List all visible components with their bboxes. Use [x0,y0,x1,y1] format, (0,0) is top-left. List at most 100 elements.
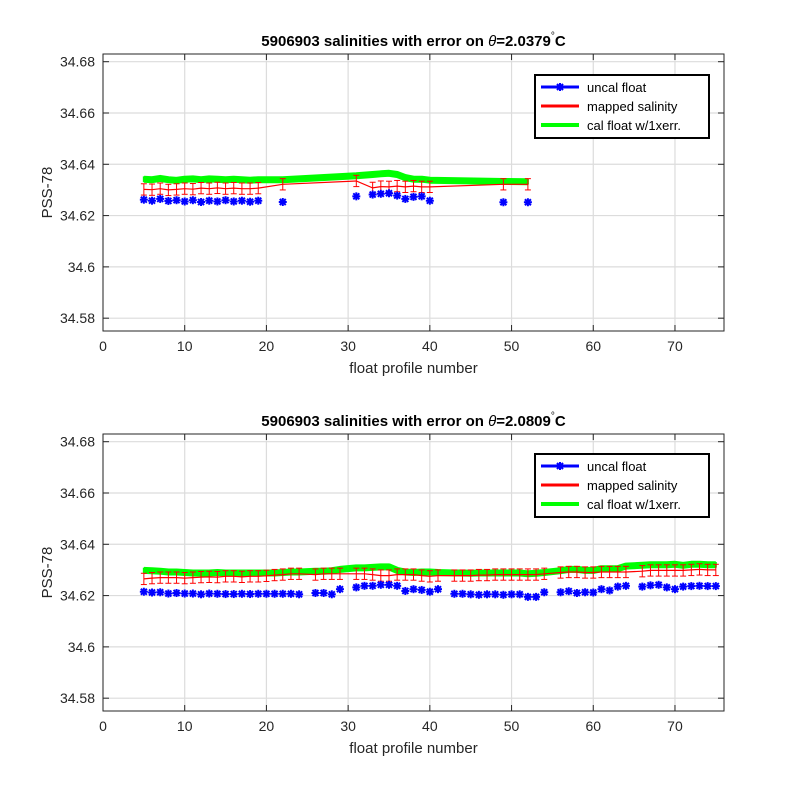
uncal-float-point [581,588,590,597]
mapped-salinity-errorbar [541,567,548,580]
mapped-salinity-errorbar [353,174,360,188]
mapped-salinity-errorbar [198,570,205,584]
mapped-salinity-errorbar [140,183,147,196]
mapped-salinity-errorbar [508,568,515,581]
uncal-float-point [327,590,336,599]
uncal-float-point [246,590,255,599]
title-unit: C [555,33,566,50]
mapped-salinity-errorbar [582,566,589,579]
mapped-salinity-errorbar [598,565,605,579]
mapped-salinity-errorbar [206,182,213,195]
uncal-float-point [172,589,181,598]
title-prefix: 5906903 salinities with error on [261,33,488,50]
uncal-float-point [662,583,671,592]
star-stroke [164,589,173,598]
uncal-float-point [188,196,197,205]
star-stroke [475,591,483,599]
uncal-float-point [401,586,410,595]
mapped-salinity-errorbar [255,570,262,583]
star-stroke [156,588,164,596]
mapped-salinity-errorbar [451,569,458,582]
star-stroke [524,198,532,206]
mapped-salinity-errorbar [533,568,540,581]
x-tick-label: 60 [585,338,601,354]
mapped-salinity-errorbar [524,568,531,581]
legend-label: uncal float [587,80,647,95]
y-tick-label: 34.66 [60,105,95,121]
uncal-float-point [393,191,402,200]
mapped-salinity-errorbar [361,567,368,580]
legend-label: mapped salinity [587,99,678,114]
uncal-float-point [393,581,402,590]
uncal-float-point [156,194,165,203]
mapped-salinity-errorbar [647,564,654,577]
mapped-salinity-errorbar [671,564,678,577]
legend-uncal-marker [556,462,564,470]
mapped-salinity-errorbar [402,568,409,581]
star-stroke [434,585,442,593]
star-stroke [230,197,238,206]
uncal-float-point [221,590,230,599]
mapped-salinity-errorbar [475,568,482,582]
uncal-float-point [229,197,238,206]
star-stroke [401,587,410,595]
x-tick-label: 10 [177,718,193,734]
x-tick-label: 20 [259,338,275,354]
star-stroke [246,590,254,598]
mapped-salinity-errorbar [247,182,254,195]
uncal-float-point [466,590,475,599]
mapped-salinity-errorbar [410,568,417,581]
uncal-float-point [384,580,393,589]
chart-title: 5906903 salinities with error on θ=2.080… [261,411,566,430]
star-stroke [368,190,377,199]
star-stroke [311,589,320,597]
mapped-salinity-errorbar [410,179,417,193]
uncal-float-point [589,588,598,597]
star-stroke [172,196,181,204]
star-stroke [140,588,148,596]
star-stroke [581,588,589,596]
x-tick-label: 70 [667,338,683,354]
star-stroke [458,590,467,598]
star-stroke [213,590,222,598]
mapped-salinity-errorbar [524,178,531,191]
uncal-float-point [409,585,418,594]
mapped-salinity-errorbar [484,568,491,582]
uncal-float-point [335,585,344,594]
uncal-float-point [197,590,206,599]
uncal-float-point [409,192,418,201]
uncal-float-point [164,589,173,598]
axes-frame [102,53,725,332]
mapped-salinity-errorbar [238,570,245,584]
uncal-float-point [278,589,287,598]
title-value: =2.0379 [496,33,551,50]
mapped-salinity-errorbar [426,570,433,583]
legend-uncal-marker [556,83,564,91]
uncal-float-point [139,195,148,204]
star-stroke [450,590,459,598]
mapped-salinity-errorbar [639,565,646,578]
star-stroke [254,197,262,205]
mapped-salinity-errorbar [189,571,196,584]
uncal-float-point [221,196,230,205]
mapped-salinity-errorbar [149,572,156,585]
star-stroke [671,585,679,593]
uncal-float-point [246,197,255,206]
mapped-salinity-errorbar [173,571,180,584]
star-stroke [385,581,393,589]
x-tick-label: 0 [99,338,107,354]
star-stroke [181,197,189,206]
mapped-salinity-errorbar [688,563,695,577]
star-stroke [712,582,720,590]
star-stroke [573,589,581,597]
mapped-salinity-errorbar [230,181,237,195]
uncal-float-point [654,580,663,589]
x-tick-label: 0 [99,718,107,734]
star-stroke [426,197,434,205]
star-stroke [491,590,499,599]
star-stroke [703,582,712,590]
mapped-salinity-errorbar [467,569,474,582]
star-stroke [622,582,630,590]
mapped-salinity-errorbar [565,565,572,579]
mapped-salinity-errorbar [198,181,205,195]
